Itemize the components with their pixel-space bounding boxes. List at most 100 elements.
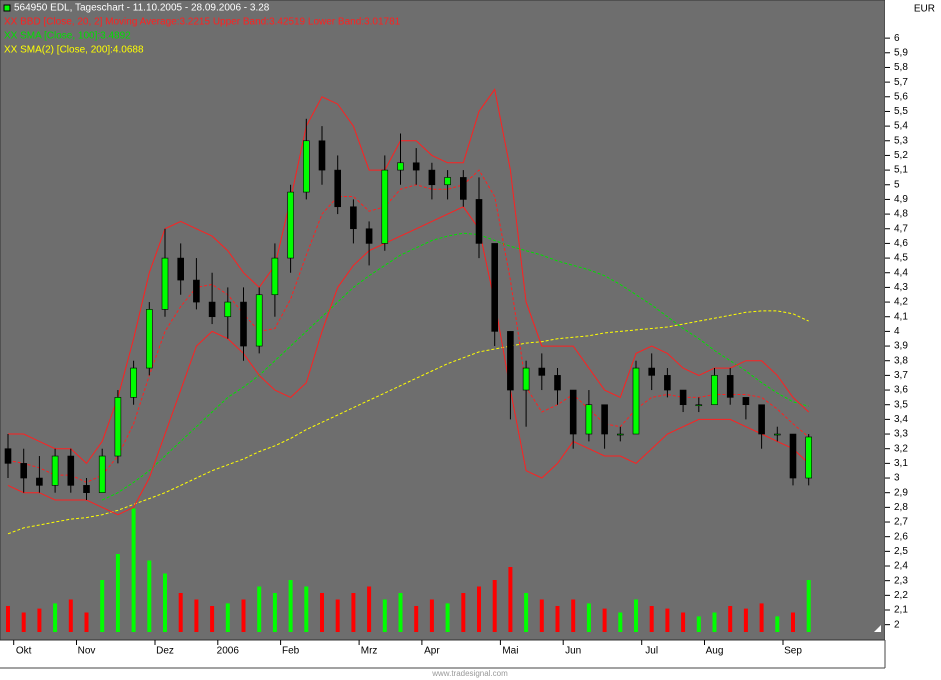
volume-bar bbox=[68, 599, 73, 632]
volume-bar bbox=[335, 599, 340, 632]
candle-body bbox=[161, 257, 169, 310]
volume-bar bbox=[429, 599, 434, 632]
volume-bar bbox=[320, 593, 324, 632]
candle-body bbox=[208, 301, 216, 318]
candle-body bbox=[664, 375, 671, 391]
sma-line bbox=[101, 232, 809, 501]
candle-body bbox=[522, 367, 530, 391]
volume-bar bbox=[806, 580, 811, 632]
chart-title: 564950 EDL, Tageschart - 11.10.2005 - 28… bbox=[14, 3, 270, 14]
candle-body bbox=[773, 433, 781, 436]
y-tick-label: 5,5 bbox=[894, 106, 908, 117]
candle-body bbox=[114, 397, 122, 457]
candle-body bbox=[569, 389, 577, 435]
volume-bar bbox=[272, 593, 277, 632]
volume-bar bbox=[649, 606, 654, 632]
volume-bar bbox=[728, 606, 733, 632]
corner-marker bbox=[874, 625, 881, 632]
candle-body bbox=[224, 301, 232, 318]
volume-bar bbox=[382, 599, 387, 632]
volume-bar bbox=[775, 616, 780, 632]
y-tick-label: 5,1 bbox=[894, 165, 908, 176]
candle-body bbox=[397, 162, 404, 171]
volume-bar bbox=[492, 580, 497, 632]
candle-body bbox=[318, 140, 326, 171]
x-tick-label: Okt bbox=[16, 646, 32, 657]
candle-body bbox=[4, 448, 12, 464]
volume-bar bbox=[696, 616, 701, 632]
candle-body bbox=[51, 455, 59, 486]
volume-bar bbox=[100, 580, 105, 632]
y-tick-label: 5,8 bbox=[894, 62, 908, 73]
volume-bar bbox=[115, 554, 120, 632]
volume-bar bbox=[461, 593, 466, 632]
candle-body bbox=[742, 397, 750, 406]
x-tick-label: Aug bbox=[706, 646, 724, 657]
volume-bar bbox=[131, 508, 136, 632]
candle-body bbox=[601, 404, 608, 435]
symbol-icon bbox=[3, 4, 11, 12]
candle-body bbox=[648, 367, 656, 376]
lower-band bbox=[7, 206, 810, 516]
candle-body bbox=[130, 367, 137, 398]
y-tick-label: 3,7 bbox=[894, 370, 908, 381]
volume-bar bbox=[351, 593, 356, 632]
x-tick-label: Feb bbox=[282, 646, 300, 657]
volume-bar bbox=[602, 608, 607, 632]
candle-body bbox=[459, 177, 467, 200]
x-tick-label: Apr bbox=[424, 646, 440, 657]
y-tick-label: 4,9 bbox=[894, 194, 908, 205]
sma-line bbox=[7, 310, 809, 535]
y-tick-label: 2,8 bbox=[894, 502, 908, 513]
volume-bar bbox=[147, 560, 152, 632]
candle-body bbox=[193, 279, 200, 303]
candle-body bbox=[240, 301, 247, 347]
candle-body bbox=[67, 455, 75, 486]
volume-bar bbox=[586, 603, 591, 632]
y-tick-label: 3,6 bbox=[894, 385, 908, 396]
candle-body bbox=[287, 191, 294, 259]
candle-body bbox=[177, 257, 184, 281]
volume-bar bbox=[6, 606, 10, 632]
candle-body bbox=[695, 404, 703, 407]
candle-body bbox=[679, 389, 687, 406]
volume-bar bbox=[84, 612, 89, 632]
candle-body bbox=[554, 375, 561, 391]
y-tick-label: 4,8 bbox=[894, 209, 908, 220]
volume-bar bbox=[508, 567, 513, 632]
footer: www.tradesignal.com bbox=[431, 669, 508, 678]
y-tick-label: 3,2 bbox=[894, 443, 908, 454]
x-tick-label: Sep bbox=[784, 646, 802, 657]
volume-bar bbox=[712, 612, 717, 632]
y-tick-label: 2,3 bbox=[894, 575, 908, 586]
y-tick-label: 3,1 bbox=[894, 458, 908, 469]
volume-bar bbox=[163, 573, 167, 632]
candle-body bbox=[507, 331, 514, 391]
volume-bar bbox=[304, 586, 309, 632]
candle-body bbox=[146, 309, 153, 369]
y-tick-label: 5,6 bbox=[894, 91, 908, 102]
y-tick-label: 4,3 bbox=[894, 282, 908, 293]
volume-bar bbox=[37, 608, 42, 632]
x-tick-label: Jun bbox=[565, 646, 581, 657]
candle-body bbox=[444, 177, 451, 186]
y-tick-label: 2,5 bbox=[894, 546, 908, 557]
y-tick-label: 5,2 bbox=[894, 150, 908, 161]
candle-body bbox=[789, 433, 797, 479]
x-tick-label: Dez bbox=[156, 646, 174, 657]
y-tick-label: 5,7 bbox=[894, 77, 908, 88]
volume-bar bbox=[210, 606, 215, 632]
volume-bar bbox=[665, 608, 670, 632]
y-tick-label: 2,1 bbox=[894, 605, 908, 616]
x-tick-label: Nov bbox=[78, 646, 96, 657]
x-tick-label: 2006 bbox=[217, 646, 240, 657]
y-tick-label: 5,3 bbox=[894, 135, 908, 146]
candle-body bbox=[491, 243, 499, 332]
x-tick-label: Jul bbox=[645, 646, 658, 657]
candle-body bbox=[475, 199, 483, 244]
volume-bar bbox=[539, 599, 544, 632]
volume-bar bbox=[288, 580, 293, 632]
volume-bar bbox=[398, 593, 403, 632]
y-tick-label: 3,5 bbox=[894, 399, 908, 410]
